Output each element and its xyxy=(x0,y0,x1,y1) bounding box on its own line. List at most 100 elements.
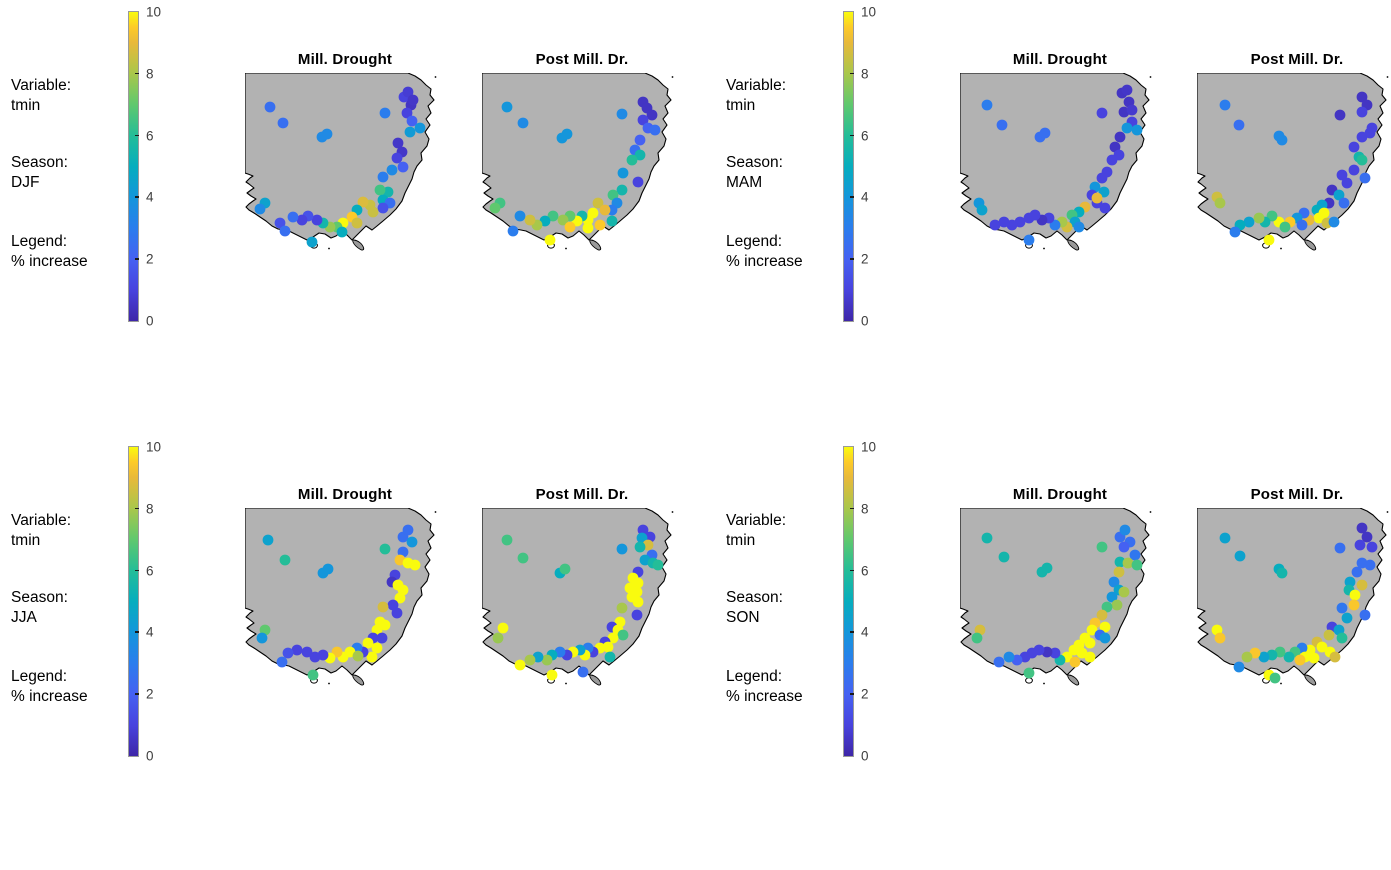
map-title-post-mill-dr: Post Mill. Dr. xyxy=(535,51,629,68)
variable-label: Variable: tmin xyxy=(11,511,71,551)
season-value: DJF xyxy=(11,174,40,191)
season-label: Season: JJA xyxy=(11,588,68,628)
colorbar-tick xyxy=(135,258,139,260)
colorbar-tick-label: 10 xyxy=(861,439,877,455)
map-mill-drought xyxy=(245,508,445,693)
colorbar-tick-label: 0 xyxy=(861,313,869,329)
map-post-mill-dr xyxy=(1197,73,1391,258)
map-canvas xyxy=(960,508,1152,686)
map-title-mill-drought: Mill. Drought xyxy=(297,486,393,503)
map-mill-drought xyxy=(960,508,1160,693)
legend-label: Legend: % increase xyxy=(11,667,88,707)
legend-title: Legend: xyxy=(726,668,783,685)
colorbar-tick-label: 4 xyxy=(861,624,869,640)
panel-group-jja: Variable: tmin Season: JJA Legend: % inc… xyxy=(0,435,690,870)
colorbar-tick xyxy=(850,196,854,198)
map-title-post-mill-dr: Post Mill. Dr. xyxy=(1250,51,1344,68)
colorbar-tick xyxy=(850,134,854,137)
map-post-mill-dr xyxy=(482,73,682,258)
colorbar: 0 2 4 6 8 10 xyxy=(843,440,876,764)
scatter-points xyxy=(492,524,664,681)
colorbar-tick-label: 8 xyxy=(861,66,869,82)
map-canvas xyxy=(1197,508,1389,686)
colorbar-tick-label: 0 xyxy=(146,748,154,764)
colorbar-tick xyxy=(135,134,139,137)
colorbar-tick xyxy=(135,569,139,572)
colorbar: 0 2 4 6 8 10 xyxy=(128,5,161,329)
colorbar-tick-label: 2 xyxy=(146,251,154,267)
figure-canvas: { "figure": { "labels": { "variable_titl… xyxy=(0,0,1391,764)
legend-value: % increase xyxy=(726,253,803,270)
season-title: Season: xyxy=(726,154,783,171)
colorbar-tick xyxy=(850,72,854,75)
legend-label: Legend: % increase xyxy=(11,232,88,272)
legend-label: Legend: % increase xyxy=(726,232,803,272)
colorbar-tick-label: 10 xyxy=(861,4,877,20)
season-title: Season: xyxy=(726,589,783,606)
colorbar-tick xyxy=(135,72,139,75)
variable-label: Variable: tmin xyxy=(726,76,786,116)
map-canvas xyxy=(245,73,437,251)
map-canvas xyxy=(1197,73,1389,251)
scatter-points xyxy=(254,86,426,248)
map-mill-drought xyxy=(960,73,1160,258)
panel-group-mam: Variable: tmin Season: MAM Legend: % inc… xyxy=(715,0,1391,435)
variable-value: tmin xyxy=(11,97,41,114)
scatter-points xyxy=(1211,522,1378,684)
colorbar-tick-label: 10 xyxy=(146,439,162,455)
colorbar-tick-label: 0 xyxy=(146,313,154,329)
colorbar-tick-label: 4 xyxy=(146,624,154,640)
legend-title: Legend: xyxy=(11,668,68,685)
season-label: Season: SON xyxy=(726,588,783,628)
variable-title: Variable: xyxy=(11,512,72,529)
colorbar-tick-label: 0 xyxy=(861,748,869,764)
colorbar-tick xyxy=(135,507,139,510)
map-mill-drought xyxy=(245,73,445,258)
colorbar-tick xyxy=(135,693,139,695)
variable-title: Variable: xyxy=(726,512,787,529)
colorbar-tick-label: 6 xyxy=(861,128,869,144)
colorbar: 0 2 4 6 8 10 xyxy=(843,5,876,329)
scatter-points xyxy=(971,524,1143,679)
legend-value: % increase xyxy=(11,253,88,270)
colorbar-tick-label: 2 xyxy=(146,686,154,702)
scatter-points xyxy=(489,96,661,246)
map-title-mill-drought: Mill. Drought xyxy=(1012,51,1108,68)
season-value: JJA xyxy=(11,609,37,626)
colorbar-tick-label: 2 xyxy=(861,251,869,267)
map-canvas xyxy=(482,73,674,251)
variable-title: Variable: xyxy=(11,77,72,94)
colorbar-tick-label: 10 xyxy=(146,4,162,20)
season-value: SON xyxy=(726,609,760,626)
colorbar-tick xyxy=(850,693,854,695)
variable-label: Variable: tmin xyxy=(11,76,71,116)
legend-value: % increase xyxy=(11,688,88,705)
map-post-mill-dr xyxy=(1197,508,1391,693)
variable-title: Variable: xyxy=(726,77,787,94)
variable-label: Variable: tmin xyxy=(726,511,786,551)
variable-value: tmin xyxy=(11,532,41,549)
season-value: MAM xyxy=(726,174,763,191)
colorbar-tick xyxy=(850,631,854,633)
colorbar-tick-label: 4 xyxy=(146,189,154,205)
colorbar-tick-label: 6 xyxy=(146,563,154,579)
scatter-points xyxy=(973,84,1143,246)
panel-group-djf: Variable: tmin Season: DJF Legend: % inc… xyxy=(0,0,690,435)
colorbar-tick xyxy=(135,196,139,198)
scatter-points xyxy=(256,524,421,681)
variable-value: tmin xyxy=(726,97,756,114)
legend-title: Legend: xyxy=(11,233,68,250)
map-title-post-mill-dr: Post Mill. Dr. xyxy=(1250,486,1344,503)
colorbar-tick xyxy=(850,569,854,572)
colorbar-tick xyxy=(850,507,854,510)
colorbar-tick-label: 6 xyxy=(146,128,154,144)
season-title: Season: xyxy=(11,589,68,606)
legend-title: Legend: xyxy=(726,233,783,250)
colorbar-tick xyxy=(850,258,854,260)
season-title: Season: xyxy=(11,154,68,171)
variable-value: tmin xyxy=(726,532,756,549)
colorbar-tick-label: 2 xyxy=(861,686,869,702)
map-canvas xyxy=(245,508,437,686)
season-label: Season: DJF xyxy=(11,153,68,193)
colorbar-tick-label: 8 xyxy=(146,501,154,517)
